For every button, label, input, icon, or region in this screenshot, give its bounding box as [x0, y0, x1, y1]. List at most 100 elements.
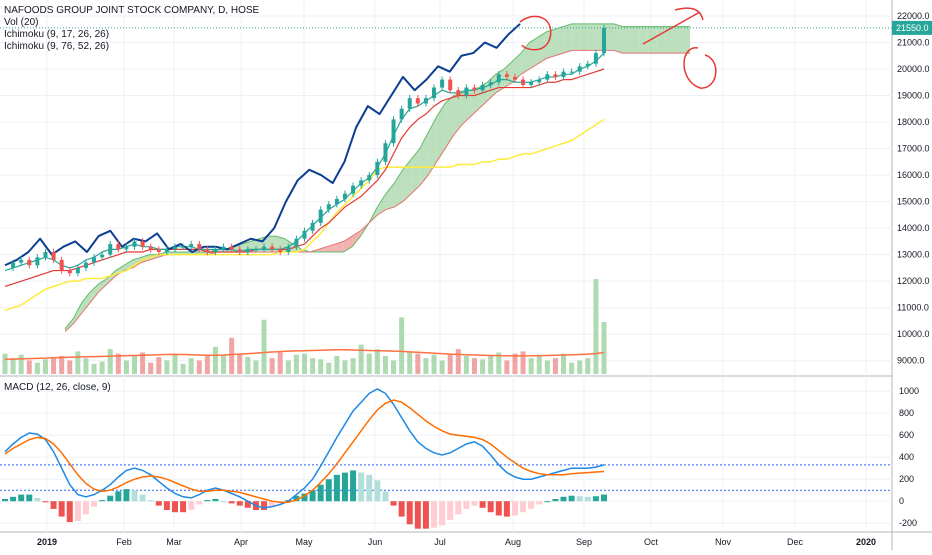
macd-histogram-bar	[544, 501, 551, 503]
candle-body	[262, 246, 267, 250]
volume-bar	[366, 353, 372, 374]
price-tick-label: 16000.0	[897, 170, 930, 180]
legend-volume: Vol (20)	[4, 17, 39, 28]
macd-histogram-bar	[147, 500, 154, 502]
volume-bar	[439, 360, 445, 374]
cloud-segment	[613, 23, 623, 54]
price-tick-label: 10000.0	[897, 329, 930, 339]
cloud-segment	[107, 270, 116, 284]
volume-bar	[18, 354, 24, 374]
candle-body	[116, 244, 121, 250]
candle-body	[602, 27, 606, 54]
macd-histogram-bar	[301, 493, 308, 502]
x-tick-label: Nov	[715, 537, 732, 547]
macd-histogram-bar	[374, 480, 381, 502]
candle-body	[480, 84, 485, 91]
macd-histogram-bar	[2, 499, 8, 502]
volume-bar	[132, 355, 138, 374]
cloud-segment	[563, 23, 572, 54]
macd-histogram-bar	[131, 490, 138, 502]
volume-bar	[350, 358, 356, 374]
cloud-segment	[318, 246, 327, 252]
candle-body	[253, 249, 258, 251]
cloud-segment	[419, 132, 429, 186]
candle-body	[172, 246, 177, 250]
volume-bar	[569, 362, 575, 374]
macd-histogram-bar	[350, 470, 357, 502]
cloud-segment	[81, 291, 91, 313]
lagging-span-line	[4, 23, 521, 267]
macd-histogram-bar	[487, 501, 494, 513]
candle-body	[318, 209, 323, 223]
volume-bar	[480, 359, 486, 374]
macd-histogram-bar	[406, 501, 413, 525]
cloud-segment	[588, 23, 598, 51]
macd-tick-label: 800	[899, 408, 914, 418]
volume-bar	[261, 319, 267, 374]
volume-bar	[67, 360, 73, 374]
candle-body	[43, 252, 48, 258]
cloud-segment	[580, 23, 589, 51]
cloud-segment	[250, 238, 260, 252]
macd-histogram-bar	[390, 501, 397, 506]
volume-bar	[293, 354, 299, 374]
x-tick-label: Sep	[576, 537, 592, 547]
macd-tick-label: 600	[899, 430, 914, 440]
macd-histogram-bar	[115, 491, 122, 502]
candle-body	[488, 82, 493, 85]
macd-histogram-bar	[10, 496, 17, 502]
candle-body	[512, 76, 517, 80]
candle-body	[19, 259, 24, 263]
candle-body	[294, 238, 299, 247]
candle-body	[569, 71, 574, 73]
macd-histogram-bar	[414, 501, 421, 529]
candle-body	[399, 108, 404, 120]
candle-body	[148, 246, 153, 250]
macd-histogram-bar	[139, 494, 146, 502]
price-tick-label: 11000.0	[897, 303, 929, 313]
volume-bar	[59, 355, 65, 374]
macd-histogram-bar	[196, 501, 203, 505]
volume-bar	[245, 357, 251, 374]
span-a-line	[64, 23, 690, 330]
cloud-segment	[664, 26, 674, 54]
legend-ichimoku-1: Ichimoku (9, 17, 26, 26)	[4, 29, 110, 40]
volume-bar	[504, 360, 510, 374]
candle-body	[545, 74, 550, 80]
macd-histogram-bar	[398, 501, 405, 517]
volume-bar	[585, 358, 591, 374]
volume-bar	[188, 358, 194, 374]
candle-body	[334, 198, 339, 205]
candle-body	[496, 74, 501, 83]
candle-body	[529, 82, 534, 85]
cloud-segment	[647, 26, 657, 54]
cloud-segment	[546, 29, 555, 59]
volume-bar	[358, 344, 364, 374]
cloud-segment	[436, 103, 446, 162]
candle-body	[448, 79, 453, 91]
macd-histogram-bar	[269, 501, 276, 507]
volume-bar	[115, 353, 121, 374]
macd-tick-label: -200	[899, 518, 917, 528]
cloud-segment	[445, 95, 454, 149]
macd-histogram-bar	[520, 501, 527, 513]
hand-drawn-arc	[519, 15, 552, 51]
x-tick-label: Mar	[166, 537, 182, 547]
x-tick-label: Jul	[434, 537, 446, 547]
cloud-segment	[529, 37, 538, 69]
volume-bar	[382, 355, 388, 374]
volume-bar	[318, 359, 324, 374]
cloud-segment	[639, 26, 648, 54]
volume-bar	[399, 317, 405, 374]
volume-bar	[221, 354, 227, 374]
price-tick-label: 12000.0	[897, 276, 930, 286]
candle-body	[205, 249, 210, 252]
cloud-segment	[605, 23, 614, 51]
macd-histogram-bar	[228, 501, 235, 504]
macd-tick-label: 200	[899, 474, 914, 484]
candle-body	[100, 254, 105, 258]
candle-body	[351, 185, 356, 194]
cloud-segment	[90, 283, 99, 303]
